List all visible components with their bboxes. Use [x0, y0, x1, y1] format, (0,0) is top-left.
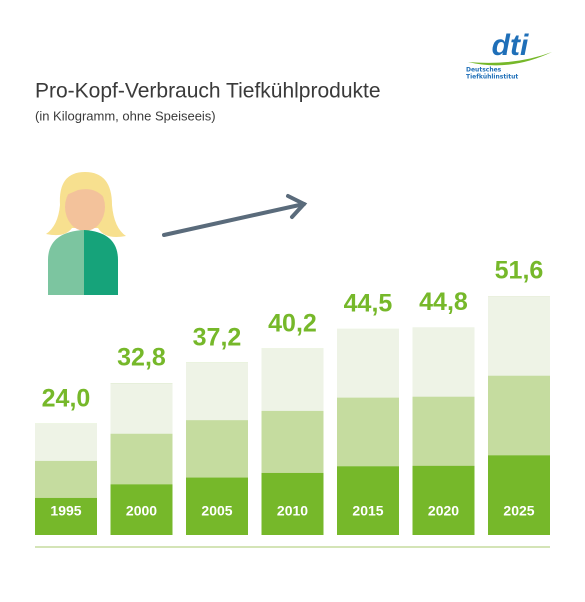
logo-text: Deutsches — [466, 67, 502, 74]
bar-shade — [488, 296, 550, 376]
person-icon — [46, 172, 126, 295]
value-label: 37,2 — [193, 323, 242, 351]
x-tick-label: 2000 — [126, 503, 157, 519]
value-label: 32,8 — [117, 344, 166, 372]
bar-shade — [35, 423, 97, 461]
logo-text: Tiefkühlinstitut — [466, 74, 518, 81]
bar-shade — [261, 348, 324, 411]
x-tick-label: 2025 — [503, 503, 534, 519]
logo-swoosh — [468, 52, 552, 66]
bar-shade — [186, 362, 248, 421]
x-tick-label: 2010 — [277, 503, 308, 519]
x-tick-label: 2020 — [428, 503, 459, 519]
chart-subtitle: (in Kilogramm, ohne Speiseeis) — [35, 108, 216, 123]
value-label: 40,2 — [268, 309, 317, 337]
value-label: 51,6 — [495, 257, 544, 285]
bar-shade — [337, 328, 399, 398]
x-tick-label: 2005 — [201, 503, 232, 519]
logo: dti Deutsches Tiefkühlinstitut — [466, 29, 552, 81]
value-label: 44,5 — [344, 290, 393, 318]
value-label: 44,8 — [419, 288, 468, 316]
bar-shade — [412, 327, 475, 397]
bar-shade — [110, 383, 173, 434]
value-label: 24,0 — [42, 384, 91, 412]
x-tick-label: 2015 — [352, 503, 383, 519]
logo-mark: dti — [492, 29, 529, 62]
trend-arrow — [162, 194, 308, 237]
x-tick-label: 1995 — [50, 503, 81, 519]
chart-title: Pro-Kopf-Verbrauch Tiefkühlprodukte — [35, 80, 381, 103]
